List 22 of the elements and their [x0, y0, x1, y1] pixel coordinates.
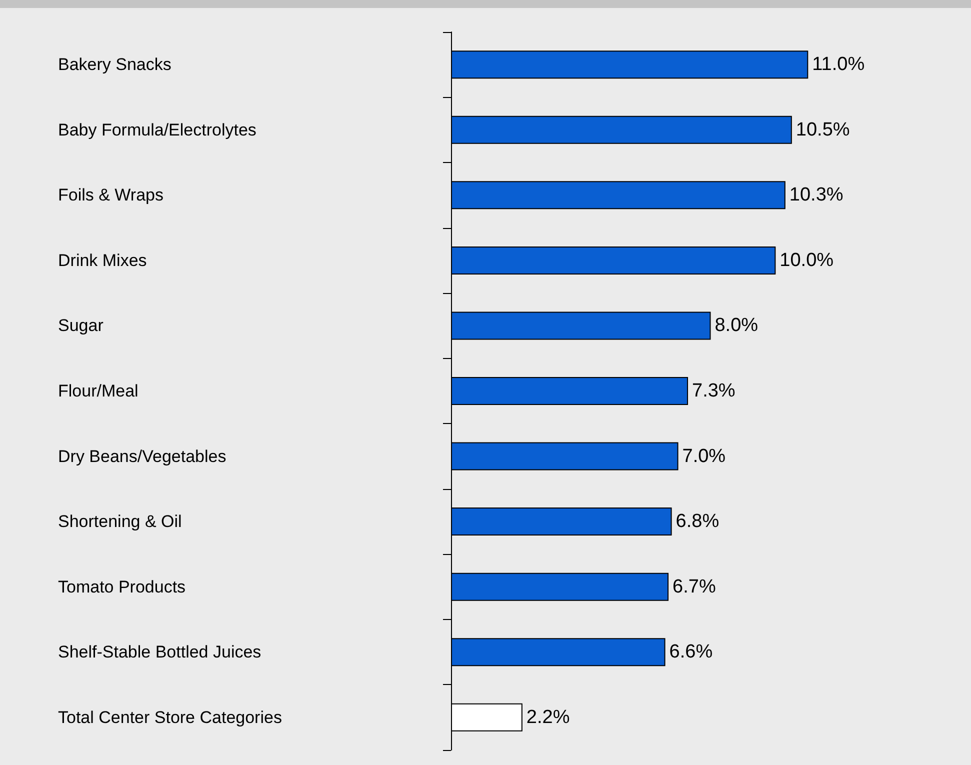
data-label: 10.5% [796, 119, 850, 140]
data-label: 2.2% [526, 706, 570, 728]
data-label: 7.0% [682, 446, 726, 467]
y-tick-label: Bakery Snacks [58, 55, 172, 74]
y-tick-label: Sugar [58, 316, 104, 336]
y-tick-label: Baby Formula/Electrolytes [58, 120, 256, 140]
data-label: 6.7% [672, 576, 716, 598]
y-tick-label: Flour/Meal [58, 382, 138, 400]
data-label: 6.6% [669, 642, 713, 663]
data-label: 11.0% [812, 54, 865, 76]
y-tick-label: Dry Beans/Vegetables [58, 446, 226, 466]
y-tick-label: Foils & Wraps [58, 186, 164, 205]
y-tick-label: Shelf-Stable Bottled Juices [58, 642, 262, 662]
y-tick-label: Shortening & Oil [58, 512, 182, 532]
data-label: 10.0% [780, 250, 834, 271]
data-label: 6.8% [676, 511, 720, 532]
y-tick-label: Drink Mixes [58, 250, 147, 270]
data-label: 10.3% [789, 184, 844, 206]
y-tick-label: Tomato Products [58, 577, 186, 596]
y-tick-label: Total Center Store Categories [58, 708, 282, 727]
data-label: 8.0% [714, 315, 758, 336]
data-label: 7.3% [692, 380, 736, 402]
